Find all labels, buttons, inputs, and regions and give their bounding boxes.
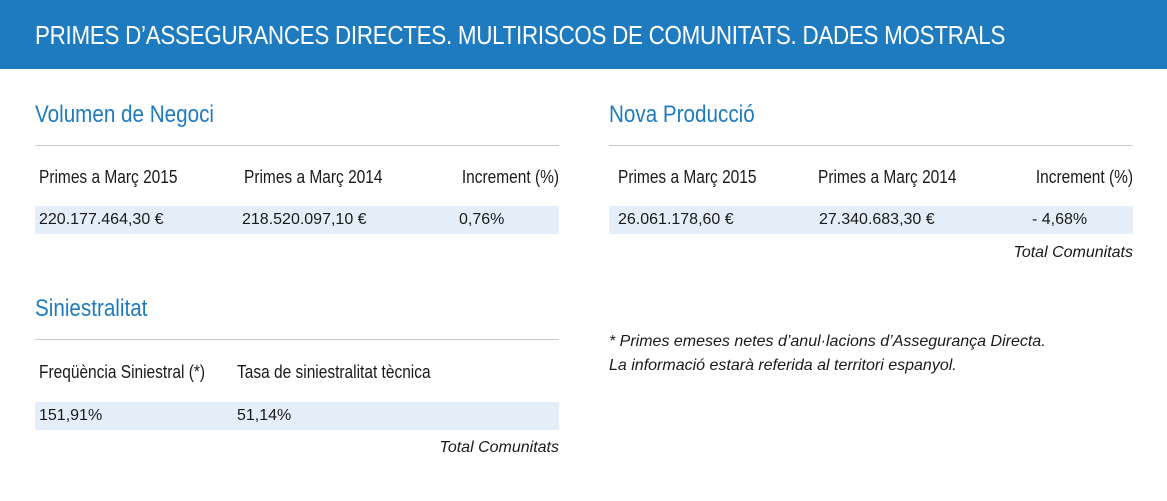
- volumen-divider: [35, 145, 559, 146]
- note-line-2: La informació estarà referida al territo…: [609, 357, 957, 374]
- siniestralitat-values-row: 151,91% 51,14%: [35, 402, 559, 430]
- nova-col-2014: Primes a Març 2014: [818, 167, 957, 187]
- siniestralitat-value-tasa: 51,14%: [237, 407, 292, 424]
- nova-col-increment: Increment (%): [1035, 167, 1133, 187]
- page-title: PRIMES D’ASSEGURANCES DIRECTES. MULTIRIS…: [35, 20, 1006, 50]
- nova-total-label: Total Comunitats: [1013, 244, 1133, 261]
- nova-value-2014: 27.340.683,30 €: [819, 211, 935, 228]
- siniestralitat-col-tasa: Tasa de siniestralitat tècnica: [237, 362, 431, 382]
- volumen-col-2014: Primes a Març 2014: [244, 167, 383, 187]
- siniestralitat-divider: [35, 339, 559, 340]
- volumen-col-2015: Primes a Març 2015: [39, 167, 178, 187]
- nova-divider: [609, 145, 1133, 146]
- nova-values-row: 26.061.178,60 € 27.340.683,30 € - 4,68%: [609, 206, 1133, 234]
- volumen-value-2015: 220.177.464,30 €: [39, 211, 164, 228]
- nova-value-increment: - 4,68%: [1032, 211, 1088, 228]
- nova-col-2015: Primes a Març 2015: [618, 167, 757, 187]
- volumen-values-row: 220.177.464,30 € 218.520.097,10 € 0,76%: [35, 206, 559, 234]
- volumen-value-2014: 218.520.097,10 €: [242, 211, 367, 228]
- siniestralitat-total-label: Total Comunitats: [439, 439, 559, 456]
- volumen-title: Volumen de Negoci: [35, 101, 215, 128]
- header-bar: PRIMES D’ASSEGURANCES DIRECTES. MULTIRIS…: [0, 0, 1167, 69]
- nova-title: Nova Producció: [609, 101, 755, 128]
- volumen-col-increment: Increment (%): [461, 167, 559, 187]
- siniestralitat-value-frequencia: 151,91%: [39, 407, 103, 424]
- nova-value-2015: 26.061.178,60 €: [618, 211, 734, 228]
- siniestralitat-col-frequencia: Freqüència Siniestral (*): [39, 362, 206, 382]
- siniestralitat-title: Siniestralitat: [35, 295, 148, 322]
- volumen-value-increment: 0,76%: [459, 211, 505, 228]
- note-line-1: * Primes emeses netes d’anul·lacions d’A…: [609, 333, 1046, 350]
